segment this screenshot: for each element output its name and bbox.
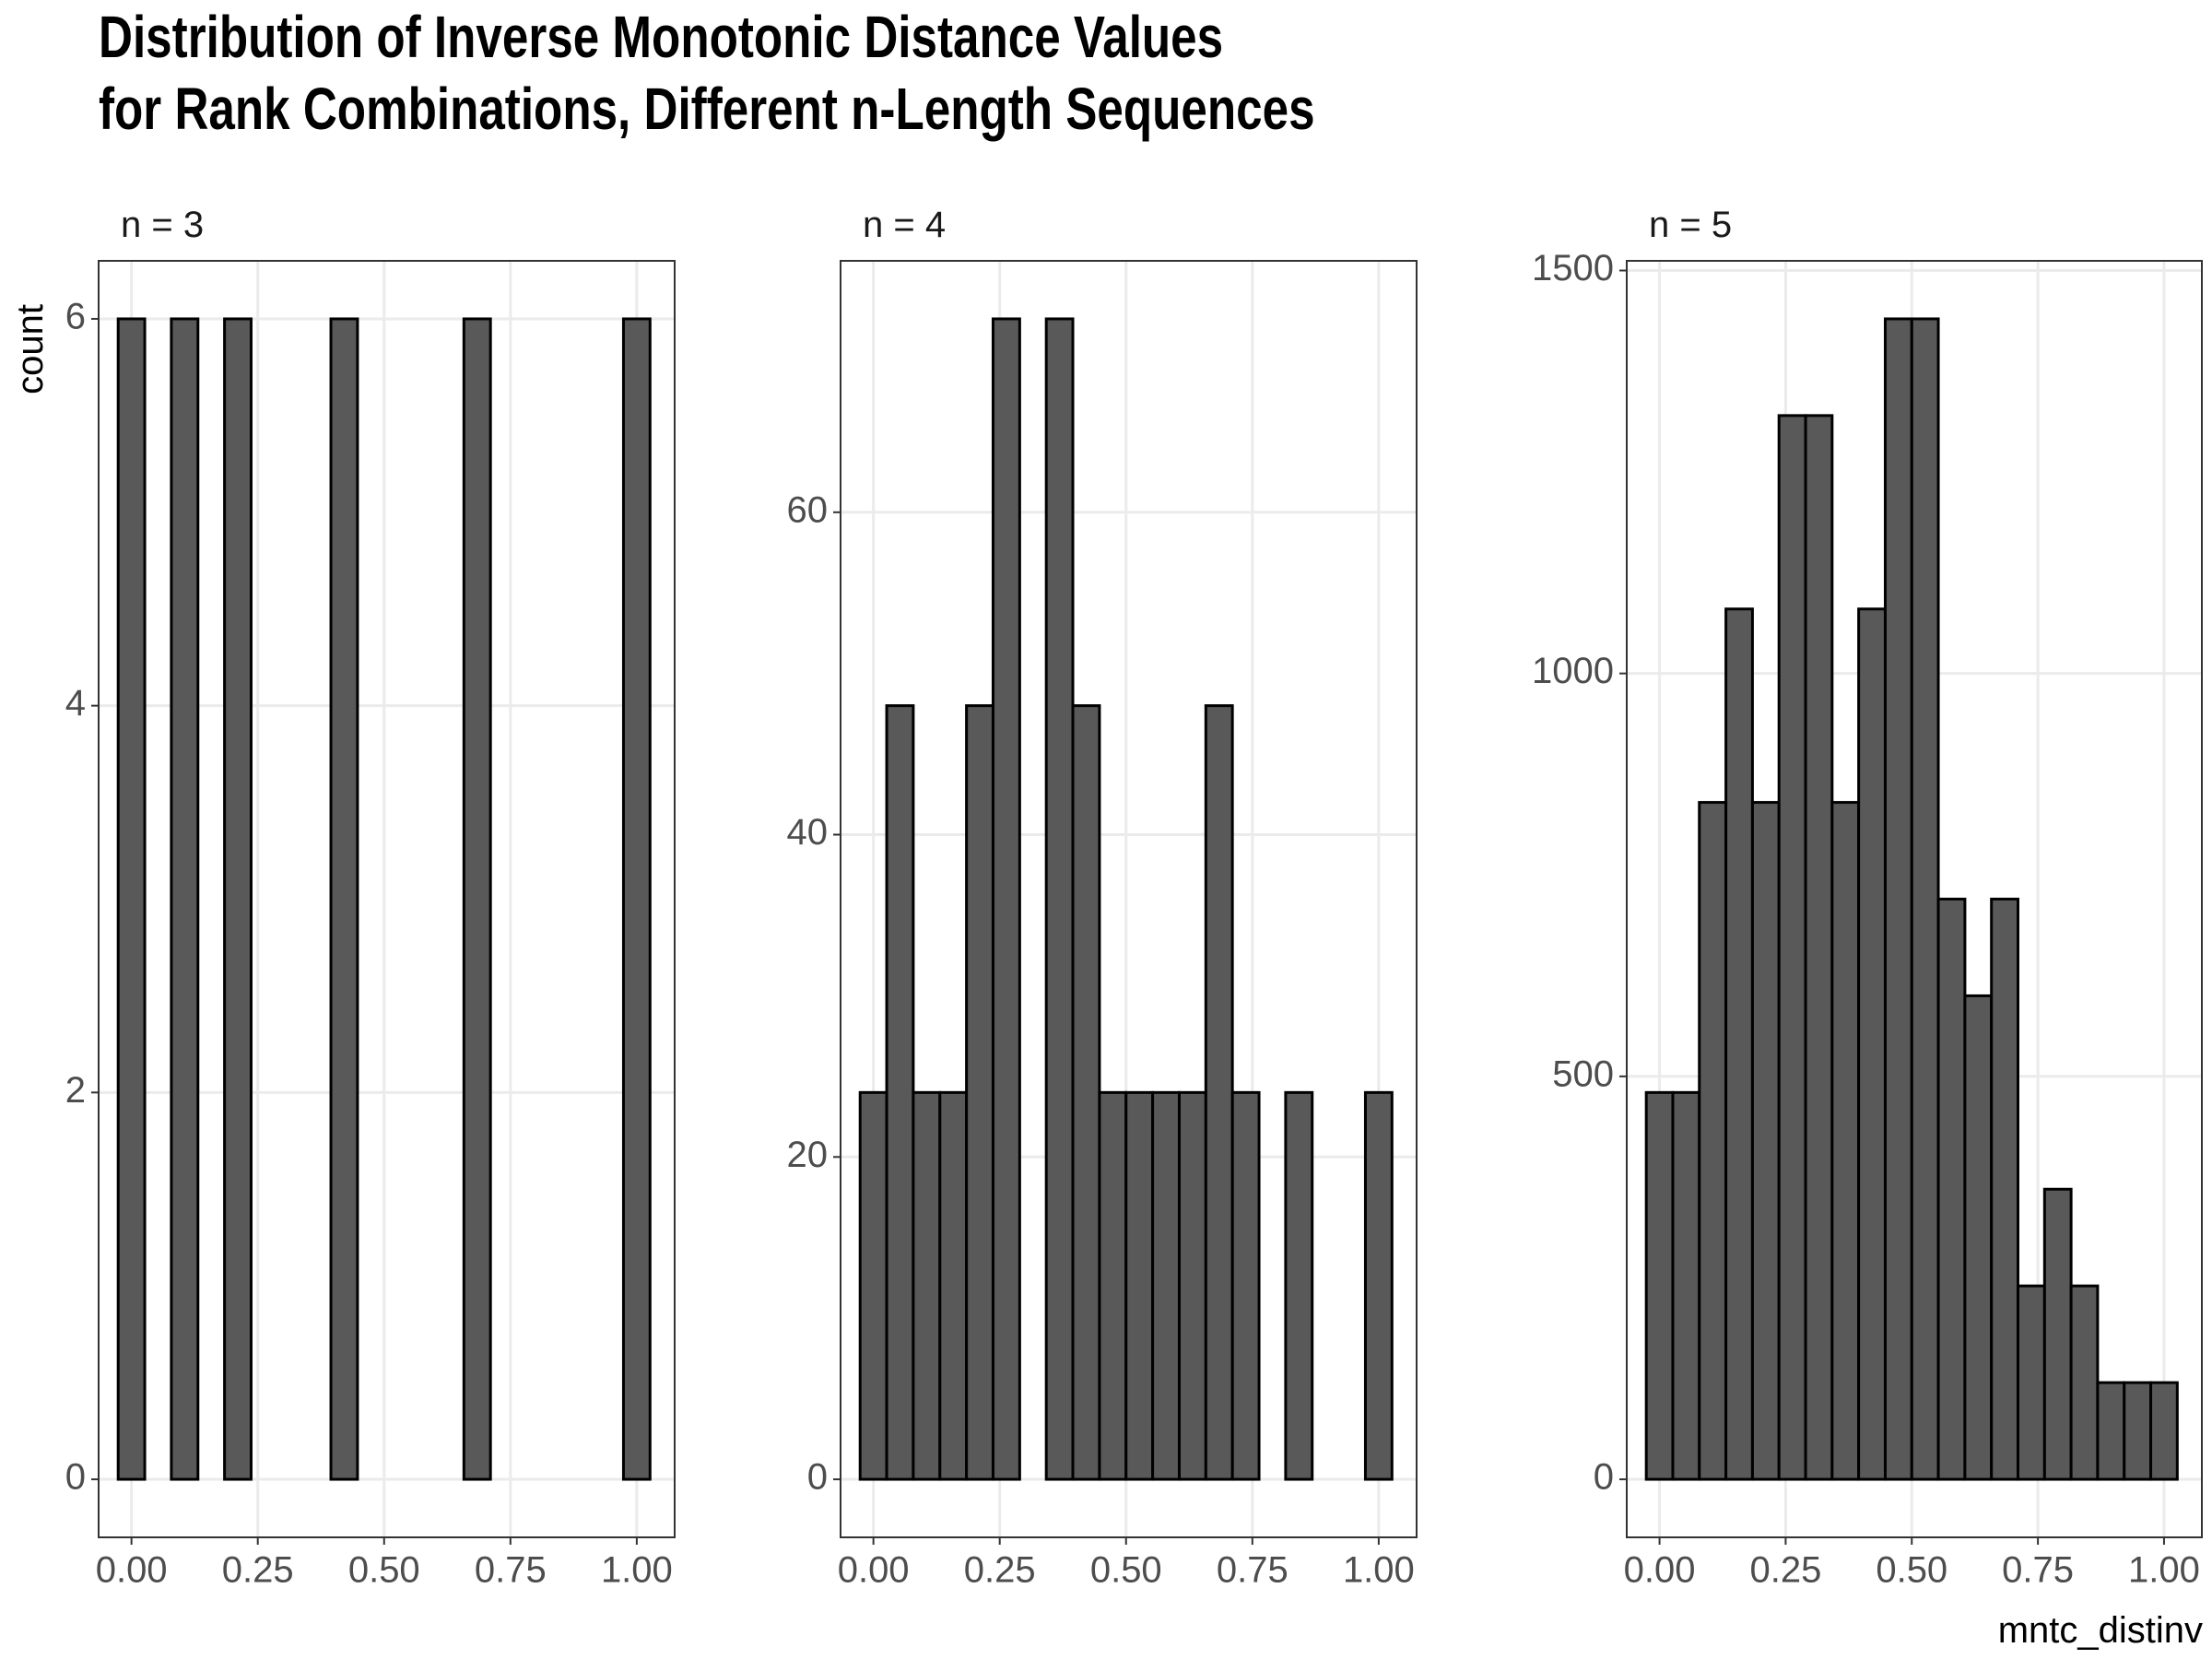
bar <box>1044 317 1075 1481</box>
bar <box>223 317 253 1481</box>
bar <box>938 1090 969 1481</box>
strip-label: n = 4 <box>863 205 946 245</box>
x-tick-label: 0.25 <box>1749 1550 1821 1591</box>
y-tick-label: 60 <box>787 489 829 530</box>
bar <box>1363 1090 1394 1481</box>
bar <box>1098 1090 1128 1481</box>
bar <box>1124 1090 1155 1481</box>
bar <box>1883 317 1913 1481</box>
y-tick-label: 6 <box>65 297 86 337</box>
bar <box>1644 1090 1675 1481</box>
bar <box>1750 801 1781 1481</box>
y-tick-label: 1000 <box>1532 651 1614 691</box>
x-tick-label: 0.50 <box>348 1550 420 1591</box>
chart-title: for Rank Combinations, Different n-Lengt… <box>99 77 1315 143</box>
x-tick-label: 0.25 <box>964 1550 1036 1591</box>
y-tick-label: 20 <box>787 1135 829 1175</box>
bar <box>1230 1090 1261 1481</box>
bar <box>1936 898 1967 1481</box>
y-tick-label: 40 <box>787 812 829 853</box>
bar <box>1830 801 1861 1481</box>
x-tick-label: 0.00 <box>838 1550 910 1591</box>
y-axis-title: count <box>10 304 51 394</box>
panel-border <box>1626 260 2203 1538</box>
bar <box>885 704 915 1481</box>
x-tick-label: 0.75 <box>2002 1550 2074 1591</box>
x-tick-label: 0.50 <box>1876 1550 1947 1591</box>
bar <box>2042 1187 2073 1481</box>
bar <box>1910 317 1940 1481</box>
x-tick-label: 0.75 <box>1217 1550 1288 1591</box>
bar <box>329 317 359 1481</box>
x-tick-label: 0.50 <box>1090 1550 1162 1591</box>
chart-title: Distribution of Inverse Monotonic Distan… <box>99 6 1223 71</box>
x-axis-title: mntc_distinv <box>1998 1610 2203 1651</box>
bar <box>912 1090 942 1481</box>
bar <box>2096 1381 2126 1481</box>
y-tick-label: 0 <box>1594 1457 1614 1498</box>
y-tick-label: 4 <box>65 683 86 724</box>
title-group: Distribution of Inverse Monotonic Distan… <box>99 6 1315 143</box>
x-tick-label: 1.00 <box>1343 1550 1415 1591</box>
bar <box>2016 1284 2046 1481</box>
x-tick-label: 0.00 <box>1624 1550 1696 1591</box>
bar <box>116 317 147 1481</box>
bar <box>1777 414 1807 1481</box>
y-tick-label: 1500 <box>1532 248 1614 288</box>
strip-label: n = 5 <box>1649 205 1732 245</box>
x-tick-label: 0.25 <box>222 1550 294 1591</box>
bar <box>1963 994 1994 1481</box>
bar <box>2123 1381 2153 1481</box>
bar <box>858 1090 888 1481</box>
bar <box>170 317 200 1481</box>
bar <box>1151 1090 1181 1481</box>
bar <box>1698 801 1728 1481</box>
x-tick-label: 1.00 <box>2128 1550 2200 1591</box>
strip-label: n = 3 <box>121 205 204 245</box>
bar <box>965 704 994 1481</box>
y-tick-label: 2 <box>65 1070 86 1111</box>
x-tick-label: 0.00 <box>96 1550 168 1591</box>
bar <box>1990 898 2019 1481</box>
x-tick-label: 1.00 <box>601 1550 673 1591</box>
bar <box>1284 1090 1314 1481</box>
bar <box>1071 704 1101 1481</box>
bar <box>2149 1381 2179 1481</box>
bar <box>1177 1090 1207 1481</box>
panel-border <box>98 260 676 1538</box>
bar <box>1671 1090 1701 1481</box>
bar <box>462 317 492 1481</box>
panel-border <box>840 260 1418 1538</box>
bar <box>1857 607 1887 1481</box>
bar <box>1804 414 1834 1481</box>
bar <box>1724 607 1754 1481</box>
bar <box>991 317 1021 1481</box>
x-tick-label: 0.75 <box>475 1550 547 1591</box>
bar <box>621 317 652 1481</box>
y-tick-label: 0 <box>65 1457 86 1498</box>
bar <box>2069 1284 2100 1481</box>
y-tick-label: 0 <box>807 1457 828 1498</box>
y-tick-label: 500 <box>1552 1053 1614 1094</box>
bar <box>1204 704 1234 1481</box>
